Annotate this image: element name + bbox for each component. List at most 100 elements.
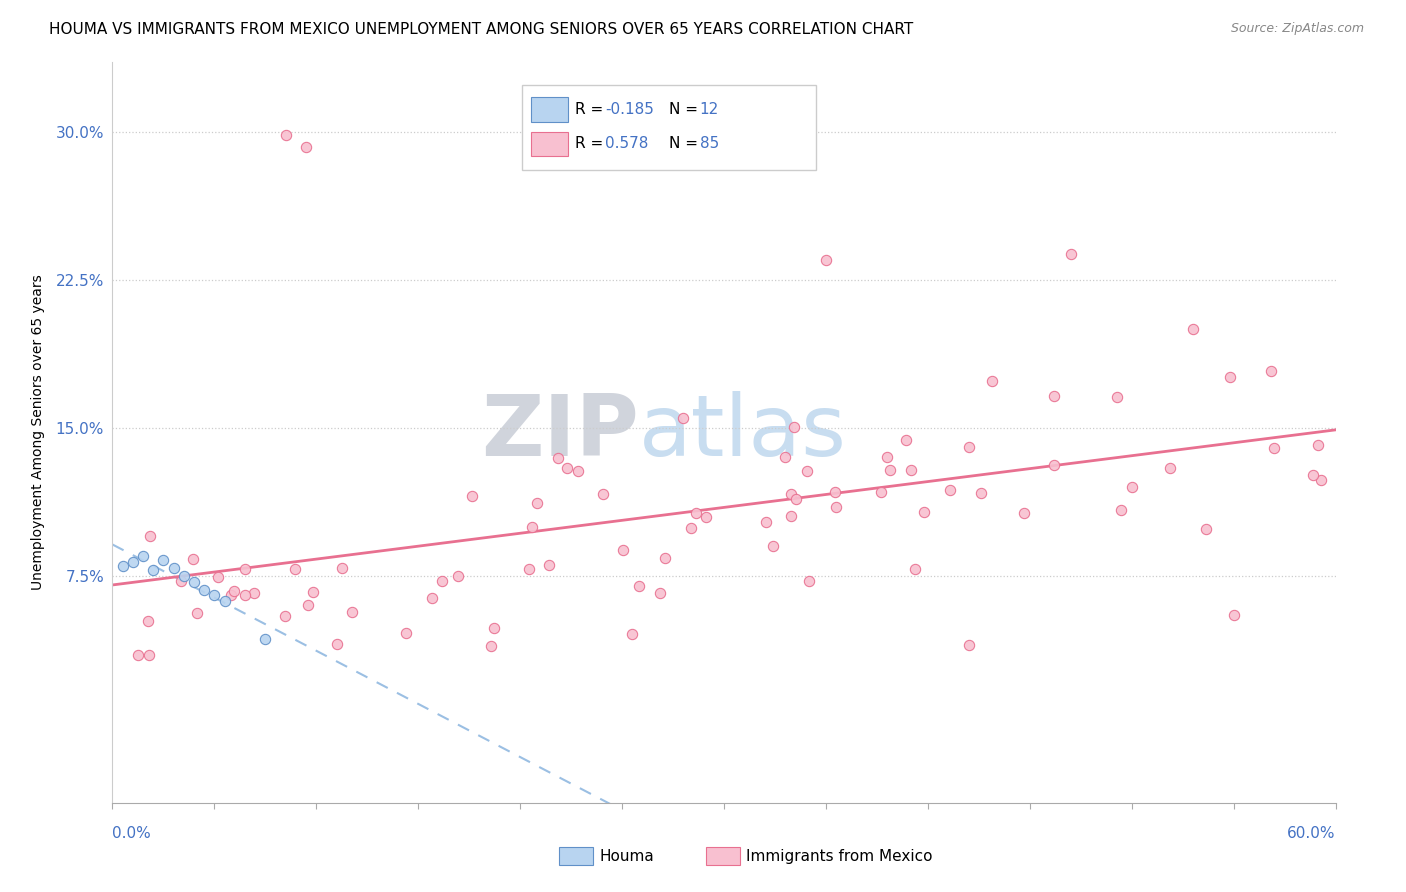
Point bbox=[869, 484, 891, 499]
Point bbox=[170, 574, 193, 588]
Text: 60.0%: 60.0% bbox=[1288, 827, 1336, 841]
FancyBboxPatch shape bbox=[531, 97, 568, 121]
Point bbox=[1310, 473, 1333, 487]
Point bbox=[555, 461, 578, 475]
Point bbox=[672, 410, 695, 425]
Point bbox=[204, 589, 226, 603]
Point bbox=[447, 569, 470, 583]
Point bbox=[685, 506, 707, 520]
Point bbox=[284, 562, 307, 576]
Point bbox=[274, 128, 297, 143]
Point bbox=[517, 562, 540, 576]
Point bbox=[274, 608, 297, 623]
Point bbox=[340, 606, 363, 620]
Point bbox=[567, 465, 589, 479]
Point bbox=[1302, 467, 1324, 482]
Point bbox=[612, 542, 634, 557]
Point bbox=[111, 558, 134, 573]
Point bbox=[1043, 458, 1066, 472]
Point bbox=[254, 632, 277, 646]
Point bbox=[233, 588, 256, 602]
Point bbox=[297, 598, 319, 612]
Y-axis label: Unemployment Among Seniors over 65 years: Unemployment Among Seniors over 65 years bbox=[31, 275, 45, 591]
Point bbox=[938, 483, 960, 497]
Point bbox=[302, 584, 325, 599]
Point bbox=[127, 648, 149, 662]
Text: N =: N = bbox=[669, 136, 703, 152]
Point bbox=[181, 551, 204, 566]
Point bbox=[152, 553, 174, 567]
Text: 12: 12 bbox=[700, 102, 718, 117]
Point bbox=[824, 485, 846, 500]
Point bbox=[695, 509, 717, 524]
Text: 0.578: 0.578 bbox=[606, 136, 648, 152]
Point bbox=[1060, 247, 1083, 261]
Point bbox=[1263, 442, 1285, 456]
Point bbox=[980, 375, 1002, 389]
FancyBboxPatch shape bbox=[522, 85, 815, 169]
Point bbox=[679, 520, 702, 534]
Point bbox=[430, 574, 453, 588]
Point bbox=[1306, 437, 1329, 451]
Point bbox=[1195, 522, 1218, 536]
Point bbox=[780, 508, 803, 523]
Point bbox=[775, 450, 797, 465]
Point bbox=[1121, 480, 1143, 494]
Point bbox=[136, 614, 159, 628]
Point bbox=[785, 491, 807, 506]
Point bbox=[219, 589, 242, 603]
Point bbox=[224, 584, 246, 599]
Text: Houma: Houma bbox=[599, 848, 654, 863]
Point bbox=[522, 520, 544, 534]
Point bbox=[1109, 503, 1132, 517]
Point bbox=[628, 579, 651, 593]
Point bbox=[395, 625, 418, 640]
Point bbox=[825, 500, 848, 515]
Point bbox=[1159, 461, 1181, 475]
Text: ZIP: ZIP bbox=[481, 391, 638, 475]
Text: Immigrants from Mexico: Immigrants from Mexico bbox=[747, 848, 932, 863]
Point bbox=[330, 561, 353, 575]
Point bbox=[912, 505, 935, 519]
Point bbox=[183, 574, 205, 589]
Point bbox=[1012, 506, 1035, 520]
Point bbox=[783, 419, 806, 434]
Point bbox=[186, 606, 208, 620]
Point bbox=[970, 486, 993, 500]
Point bbox=[233, 561, 256, 575]
Point bbox=[326, 637, 349, 651]
Point bbox=[957, 638, 980, 652]
Point bbox=[132, 549, 155, 563]
Text: Source: ZipAtlas.com: Source: ZipAtlas.com bbox=[1230, 22, 1364, 36]
Text: R =: R = bbox=[575, 102, 607, 117]
Point bbox=[1105, 390, 1128, 404]
Point bbox=[173, 568, 195, 582]
Point bbox=[193, 582, 215, 597]
Point bbox=[904, 562, 927, 576]
Text: 85: 85 bbox=[700, 136, 718, 152]
Point bbox=[894, 434, 917, 448]
Text: 0.0%: 0.0% bbox=[112, 827, 152, 841]
Point bbox=[163, 561, 186, 575]
Point bbox=[592, 486, 614, 500]
Point bbox=[796, 464, 818, 478]
FancyBboxPatch shape bbox=[560, 847, 593, 865]
Point bbox=[879, 463, 901, 477]
Point bbox=[957, 441, 980, 455]
Point bbox=[138, 648, 160, 662]
Text: HOUMA VS IMMIGRANTS FROM MEXICO UNEMPLOYMENT AMONG SENIORS OVER 65 YEARS CORRELA: HOUMA VS IMMIGRANTS FROM MEXICO UNEMPLOY… bbox=[49, 22, 914, 37]
Point bbox=[420, 591, 443, 605]
Text: atlas: atlas bbox=[638, 391, 846, 475]
Point bbox=[900, 463, 922, 477]
Point bbox=[142, 563, 165, 577]
FancyBboxPatch shape bbox=[531, 132, 568, 156]
Point bbox=[479, 639, 502, 653]
Point bbox=[654, 551, 676, 566]
Point bbox=[762, 539, 785, 553]
Point bbox=[1219, 369, 1241, 384]
Point bbox=[755, 515, 778, 529]
Text: N =: N = bbox=[669, 102, 703, 117]
Point bbox=[214, 594, 236, 608]
Point bbox=[1223, 608, 1246, 623]
Point bbox=[242, 586, 264, 600]
